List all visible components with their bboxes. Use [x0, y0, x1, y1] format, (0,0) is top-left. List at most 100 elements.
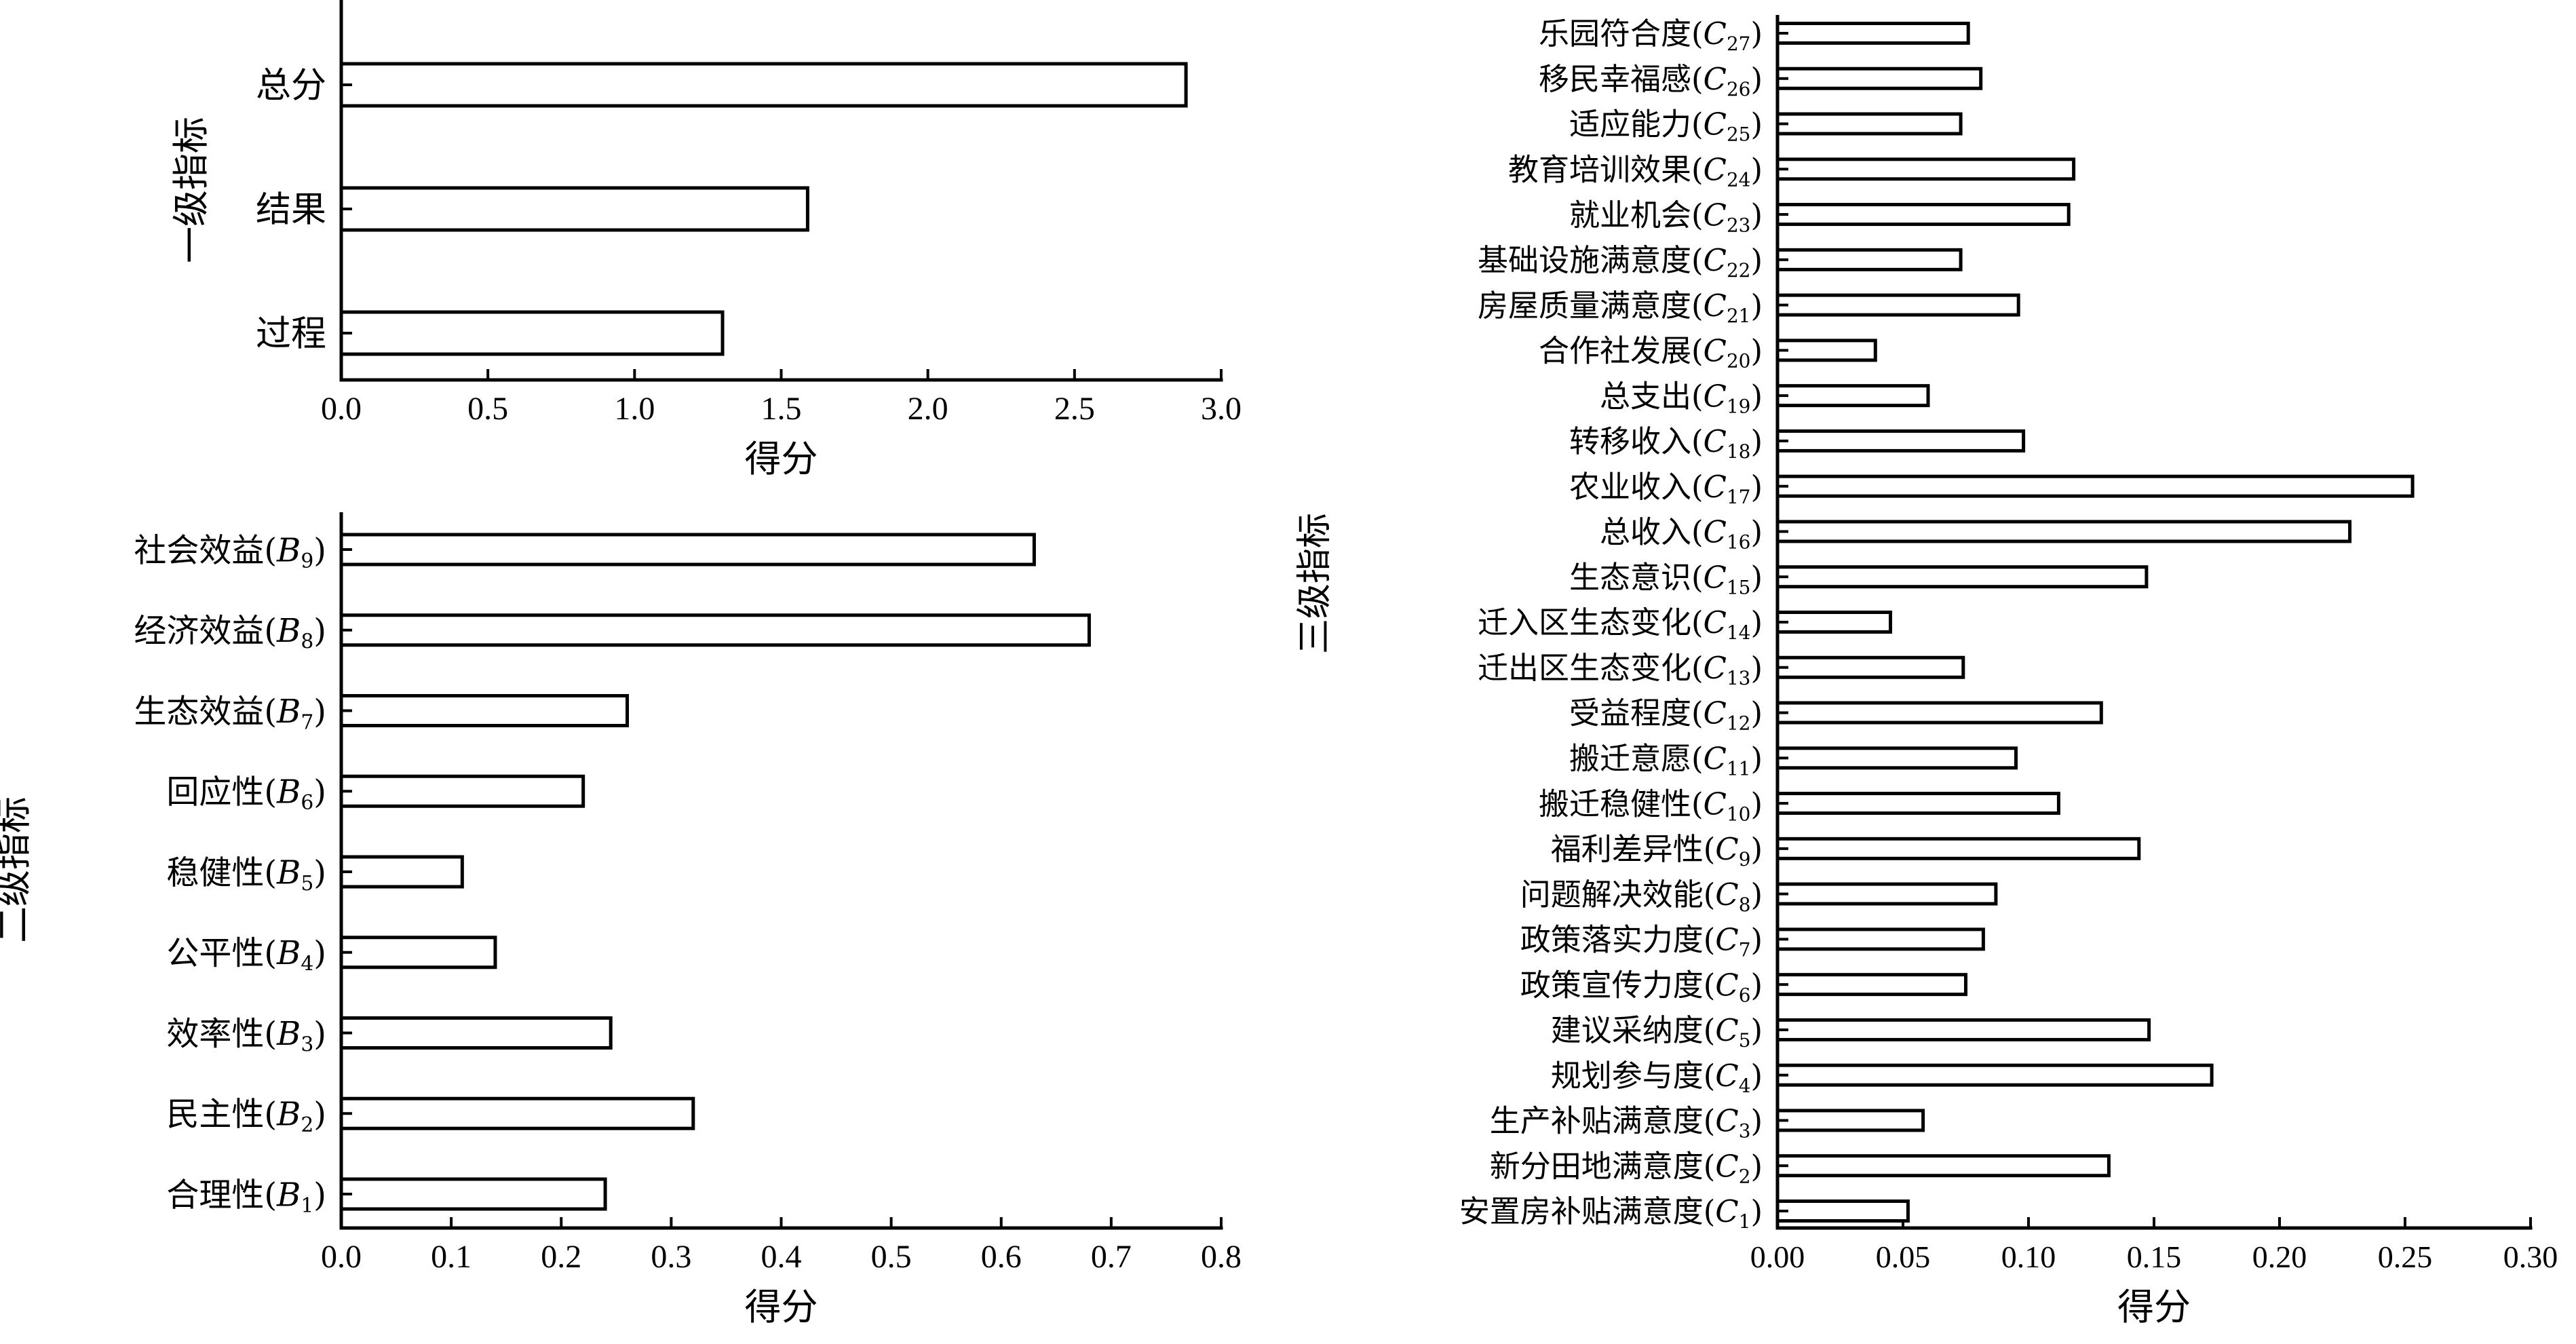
y-tick-label-paren: ): [1750, 16, 1763, 52]
y-tick-label-sub: 19: [1727, 395, 1751, 417]
y-tick-label-sub: 4: [1739, 1075, 1751, 1097]
y-tick-label-var: B: [276, 853, 301, 891]
y-tick-label-paren: ): [313, 1015, 326, 1053]
y-tick-label-text: 民主性(: [166, 1096, 277, 1134]
y-tick-label-paren: ): [1750, 1058, 1763, 1094]
x-tick-label: 0.20: [2252, 1240, 2307, 1274]
y-tick-label-var: C: [1704, 333, 1727, 369]
x-tick-label: 0.25: [2378, 1240, 2433, 1274]
y-tick-label-text: 合理性(: [166, 1176, 277, 1214]
bar: [1775, 837, 2141, 860]
y-tick-label: 乐园符合度(C27): [1539, 16, 1763, 55]
y-tick-label: 社会效益(B9): [134, 531, 326, 573]
y-tick-label: 效率性(B3): [166, 1015, 326, 1057]
y-tick-label-var: B: [276, 1176, 301, 1214]
y-tick-label-var: C: [1704, 16, 1727, 52]
bar: [1775, 293, 2020, 317]
y-tick-label: 过程: [256, 314, 326, 355]
y-tick-label-var: C: [1715, 877, 1738, 913]
y-tick-label-sub: 1: [1739, 1210, 1751, 1233]
bar: [1775, 1018, 2151, 1041]
y-tick-label-sub: 21: [1727, 305, 1751, 327]
y-tick-label-text: 总收入(: [1600, 514, 1704, 550]
x-tick-label: 0.6: [981, 1239, 1022, 1275]
y-tick-label-var: C: [1704, 650, 1727, 686]
y-tick-label-var: C: [1715, 1058, 1738, 1094]
bar: [339, 533, 1036, 567]
x-tick-label: 0.5: [467, 391, 508, 427]
bar: [339, 310, 725, 356]
y-tick-label-text: 安置房补贴满意度(: [1459, 1193, 1716, 1229]
y-tick-label: 生产补贴满意度(C3): [1490, 1103, 1763, 1143]
bar: [1775, 384, 1930, 408]
y-tick-label-sub: 2: [301, 1113, 313, 1137]
y-tick-label-text: 政策落实力度(: [1520, 922, 1716, 958]
y-tick-label: 适应能力(C25): [1569, 107, 1763, 146]
y-tick-label-paren: ): [313, 612, 326, 650]
y-tick-label-paren: ): [313, 853, 326, 891]
y-tick-label-text: 迁入区生态变化(: [1478, 604, 1704, 640]
bar: [339, 774, 585, 808]
y-tick-label: 农业收入(C17): [1569, 469, 1763, 508]
bar: [1775, 973, 1967, 997]
y-tick-label-sub: 5: [301, 872, 313, 896]
y-tick-label-var: C: [1704, 514, 1727, 550]
y-tick-label-var: C: [1704, 288, 1727, 324]
y-tick-label-sub: 8: [301, 630, 313, 654]
y-tick-label: 生态意识(C15): [1569, 559, 1763, 598]
x-tick-label: 0.15: [2127, 1240, 2182, 1274]
y-tick-label: 经济效益(B8): [134, 612, 326, 654]
y-tick-label-paren: ): [1750, 786, 1763, 822]
y-tick-label-paren: ): [313, 693, 326, 731]
y-tick-label-sub: 3: [1739, 1120, 1751, 1143]
bar: [1775, 157, 2076, 181]
y-tick-label-text: 乐园符合度(: [1539, 16, 1704, 52]
y-tick-label-paren: ): [1750, 1012, 1763, 1048]
y-tick-label-paren: ): [1750, 831, 1763, 867]
y-tick-label-var: B: [276, 1015, 301, 1053]
y-tick-label-sub: 9: [301, 550, 313, 573]
y-tick-label: 建议采纳度(C5): [1551, 1012, 1763, 1052]
bar: [1775, 203, 2071, 227]
y-tick-label-var: B: [276, 693, 301, 731]
y-tick-label-sub: 25: [1727, 123, 1751, 146]
bar: [1775, 1063, 2214, 1087]
y-tick-label-sub: 6: [301, 791, 313, 815]
y-tick-label-paren: ): [313, 773, 326, 811]
y-tick-label: 总分: [256, 66, 326, 107]
y-tick-label-sub: 7: [301, 710, 313, 734]
y-tick-label: 结果: [256, 190, 326, 231]
bar: [1775, 1109, 1925, 1132]
y-tick-label-var: C: [1715, 967, 1738, 1003]
y-tick-label: 问题解决效能(C8): [1520, 877, 1763, 916]
y-tick-label: 民主性(B2): [166, 1096, 326, 1138]
y-tick-label-var: C: [1704, 242, 1727, 278]
y-tick-label-paren: ): [1750, 650, 1763, 686]
y-tick-label-paren: ): [1750, 197, 1763, 233]
x-axis-label: 得分: [2117, 1286, 2191, 1328]
bar: [1775, 248, 1963, 271]
y-tick-label-paren: ): [1750, 378, 1763, 414]
x-tick-label: 2.0: [908, 391, 948, 427]
bar: [339, 1096, 695, 1130]
x-tick-label: 0.8: [1201, 1239, 1242, 1275]
chart-level2: 0.0 0.1 0.2 0.3 0.4 0.5 0.6 0.7 0.8合理性(B1)民主性(B2…: [0, 512, 1242, 1328]
y-tick-label-paren: ): [313, 1176, 326, 1214]
y-tick-label-text: 搬迁意愿(: [1569, 741, 1704, 777]
y-tick-label-sub: 12: [1727, 712, 1751, 735]
y-axis-label: 三级指标: [1294, 513, 1335, 654]
bar: [339, 1177, 607, 1211]
x-tick-label: 0.3: [651, 1239, 691, 1275]
bar: [1775, 792, 2060, 815]
y-tick-label-var: C: [1715, 1148, 1738, 1184]
y-tick-label-text: 新分田地满意度(: [1490, 1148, 1716, 1184]
y-tick-label: 迁出区生态变化(C13): [1478, 650, 1763, 689]
y-tick-label: 生态效益(B7): [134, 693, 326, 735]
bar: [1775, 1199, 1910, 1223]
y-tick-label-paren: ): [1750, 877, 1763, 913]
y-tick-label-paren: ): [313, 531, 326, 569]
y-tick-label-sub: 7: [1739, 939, 1751, 961]
y-tick-label-sub: 23: [1727, 214, 1751, 236]
y-tick-label-text: 稳健性(: [166, 853, 277, 891]
y-tick-label: 转移收入(C18): [1569, 423, 1763, 463]
